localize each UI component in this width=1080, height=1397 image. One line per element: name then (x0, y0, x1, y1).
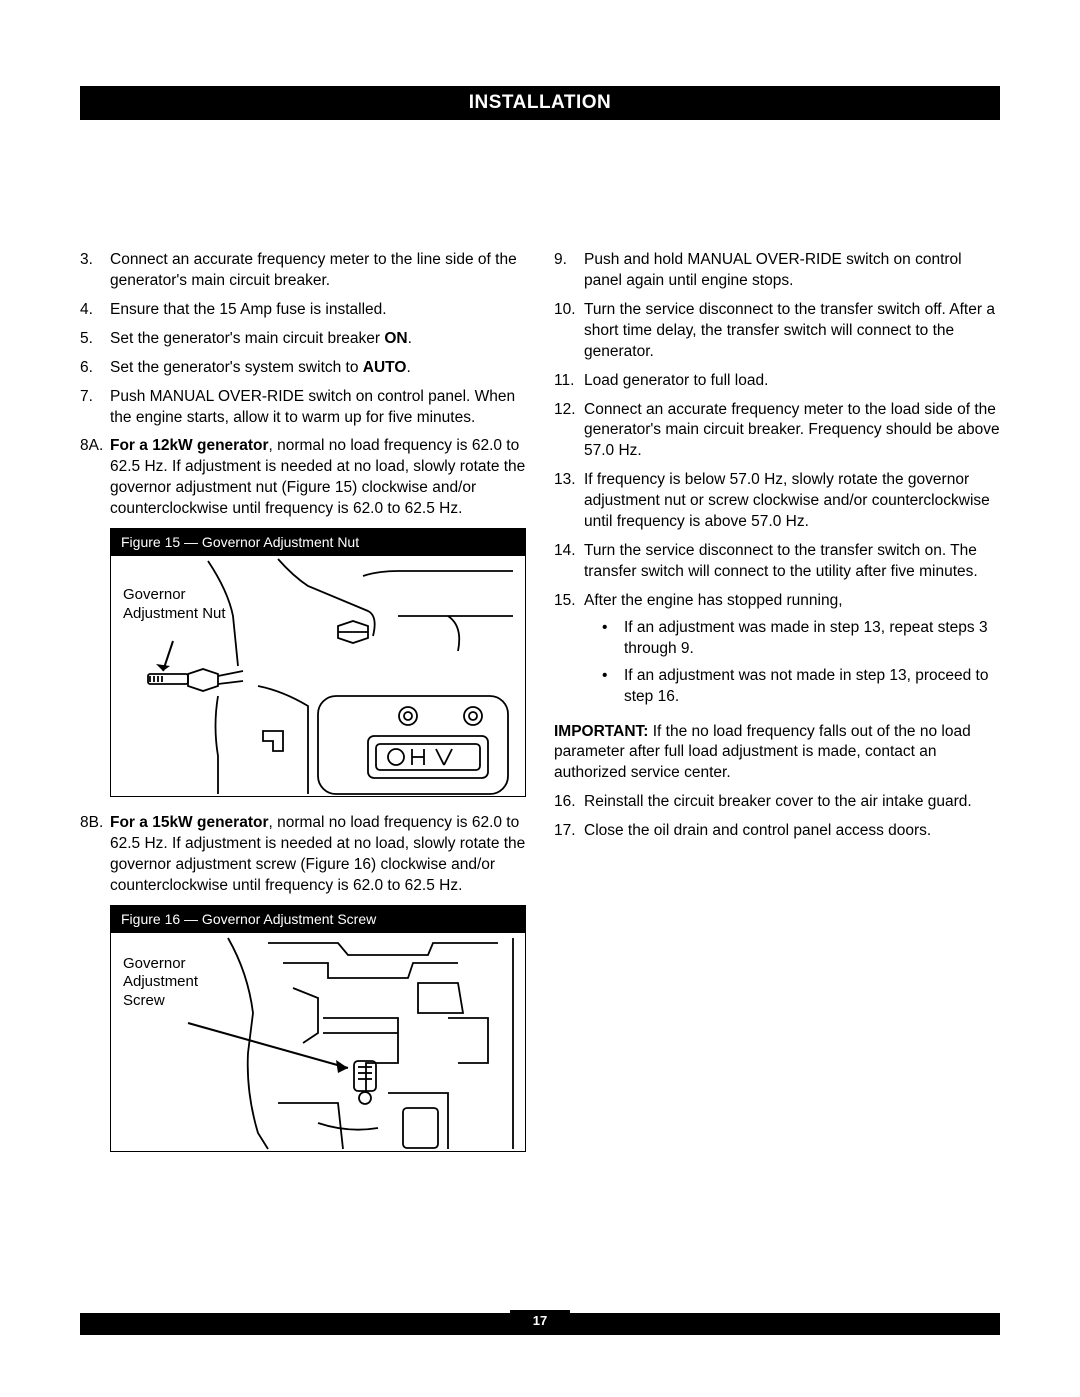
figure-caption: Figure 16 — Governor Adjustment Screw (111, 906, 525, 933)
step-text: Push and hold MANUAL OVER-RIDE switch on… (584, 250, 1000, 292)
sub-bullet: If an adjustment was made in step 13, re… (584, 618, 1000, 660)
step-11: 11. Load generator to full load. (554, 371, 1000, 392)
step-number: 8A. (80, 436, 110, 520)
step-9: 9. Push and hold MANUAL OVER-RIDE switch… (554, 250, 1000, 292)
step-text: Connect an accurate frequency meter to t… (584, 400, 1000, 463)
footer-bar: 17 (80, 1313, 1000, 1335)
step-text: Close the oil drain and control panel ac… (584, 821, 1000, 842)
step-text: Set the generator's system switch to AUT… (110, 358, 526, 379)
step-number: 3. (80, 250, 110, 292)
bold-run: IMPORTANT: (554, 723, 648, 740)
step-number: 17. (554, 821, 584, 842)
step-number: 10. (554, 300, 584, 363)
step-number: 11. (554, 371, 584, 392)
step-text: Ensure that the 15 Amp fuse is installed… (110, 300, 526, 321)
bold-run: For a 15kW generator (110, 814, 269, 831)
text-run: . (408, 330, 412, 347)
figure-label: Governor Adjustment Nut (123, 586, 226, 624)
figure-body: Governor Adjustment Nut (111, 556, 525, 796)
step-number: 13. (554, 470, 584, 533)
step-8a: 8A. For a 12kW generator, normal no load… (80, 436, 526, 520)
figure-16: Figure 16 — Governor Adjustment Screw Go… (110, 905, 526, 1152)
step-text: For a 12kW generator, normal no load fre… (110, 436, 526, 520)
step-15: 15. After the engine has stopped running… (554, 591, 1000, 714)
page-number: 17 (510, 1310, 570, 1335)
step-number: 16. (554, 792, 584, 813)
bullet-text: If an adjustment was not made in step 13… (624, 666, 1000, 708)
figure-15: Figure 15 — Governor Adjustment Nut Gove… (110, 528, 526, 797)
text-run: . (406, 359, 410, 376)
bold-run: For a 12kW generator (110, 437, 269, 454)
step-14: 14. Turn the service disconnect to the t… (554, 541, 1000, 583)
step-text: Turn the service disconnect to the trans… (584, 541, 1000, 583)
step-7: 7. Push MANUAL OVER-RIDE switch on contr… (80, 387, 526, 429)
right-column: 9. Push and hold MANUAL OVER-RIDE switch… (554, 250, 1000, 1168)
step-number: 5. (80, 329, 110, 350)
step-10: 10. Turn the service disconnect to the t… (554, 300, 1000, 363)
section-header: INSTALLATION (80, 86, 1000, 120)
important-note: IMPORTANT: If the no load frequency fall… (554, 722, 1000, 785)
bold-run: AUTO (363, 359, 407, 376)
step-text: If frequency is below 57.0 Hz, slowly ro… (584, 470, 1000, 533)
step-text: After the engine has stopped running, If… (584, 591, 1000, 714)
figure-caption: Figure 15 — Governor Adjustment Nut (111, 529, 525, 556)
step-number: 7. (80, 387, 110, 429)
step-3: 3. Connect an accurate frequency meter t… (80, 250, 526, 292)
step-16: 16. Reinstall the circuit breaker cover … (554, 792, 1000, 813)
two-column-layout: 3. Connect an accurate frequency meter t… (80, 250, 1000, 1168)
step-text: Push MANUAL OVER-RIDE switch on control … (110, 387, 526, 429)
step-8b: 8B. For a 15kW generator, normal no load… (80, 813, 526, 897)
text-run: Set the generator's main circuit breaker (110, 330, 384, 347)
left-column: 3. Connect an accurate frequency meter t… (80, 250, 526, 1168)
step-number: 14. (554, 541, 584, 583)
step-text: Load generator to full load. (584, 371, 1000, 392)
step-text: Turn the service disconnect to the trans… (584, 300, 1000, 363)
bullet-text: If an adjustment was made in step 13, re… (624, 618, 1000, 660)
figure-body: Governor Adjustment Screw (111, 933, 525, 1151)
sub-bullet: If an adjustment was not made in step 13… (584, 666, 1000, 708)
step-number: 15. (554, 591, 584, 714)
step-text: Connect an accurate frequency meter to t… (110, 250, 526, 292)
step-number: 12. (554, 400, 584, 463)
step-5: 5. Set the generator's main circuit brea… (80, 329, 526, 350)
step-number: 4. (80, 300, 110, 321)
figure-label: Governor Adjustment Screw (123, 955, 198, 1011)
bold-run: ON (384, 330, 407, 347)
step-12: 12. Connect an accurate frequency meter … (554, 400, 1000, 463)
step-text: For a 15kW generator, normal no load fre… (110, 813, 526, 897)
step-17: 17. Close the oil drain and control pane… (554, 821, 1000, 842)
text-run: After the engine has stopped running, (584, 592, 843, 609)
step-number: 8B. (80, 813, 110, 897)
step-number: 6. (80, 358, 110, 379)
step-6: 6. Set the generator's system switch to … (80, 358, 526, 379)
step-text: Reinstall the circuit breaker cover to t… (584, 792, 1000, 813)
step-text: Set the generator's main circuit breaker… (110, 329, 526, 350)
step-4: 4. Ensure that the 15 Amp fuse is instal… (80, 300, 526, 321)
step-13: 13. If frequency is below 57.0 Hz, slowl… (554, 470, 1000, 533)
text-run: Set the generator's system switch to (110, 359, 363, 376)
step-number: 9. (554, 250, 584, 292)
